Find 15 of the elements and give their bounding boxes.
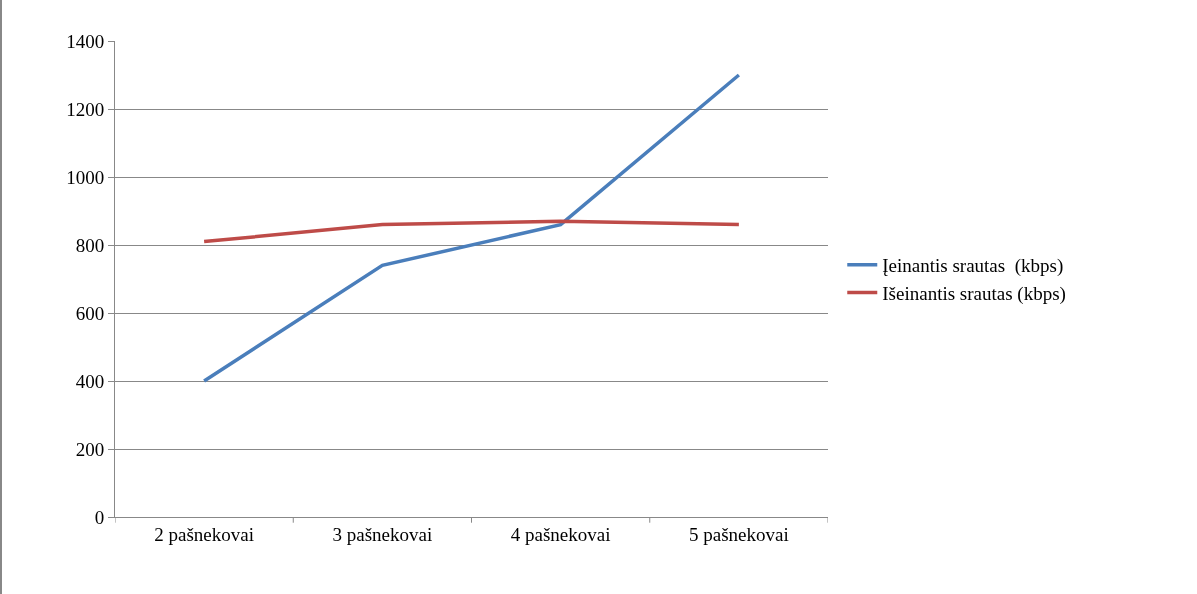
- y-tick-label: 0: [94, 506, 105, 528]
- x-tick-label: 3 pašnekovai: [332, 523, 433, 545]
- y-tick-label: 400: [75, 370, 105, 392]
- y-tick-label: 200: [75, 438, 105, 460]
- legend-label: Išeinantis srautas (kbps): [882, 282, 1066, 305]
- legend-label: Įeinantis srautas (kbps): [882, 255, 1064, 278]
- x-tick-label: 5 pašnekovai: [689, 523, 789, 545]
- x-tick-label: 4 pašnekovai: [510, 523, 611, 545]
- x-tick-label: 2 pašnekovai: [154, 523, 254, 545]
- line-series: [202, 73, 741, 383]
- y-tick-label: 1000: [66, 166, 105, 188]
- y-tick-label: 1200: [66, 98, 105, 120]
- y-tick-label: 600: [75, 302, 105, 324]
- y-tick-label: 800: [75, 234, 105, 256]
- y-tick-label: 1400: [66, 30, 105, 52]
